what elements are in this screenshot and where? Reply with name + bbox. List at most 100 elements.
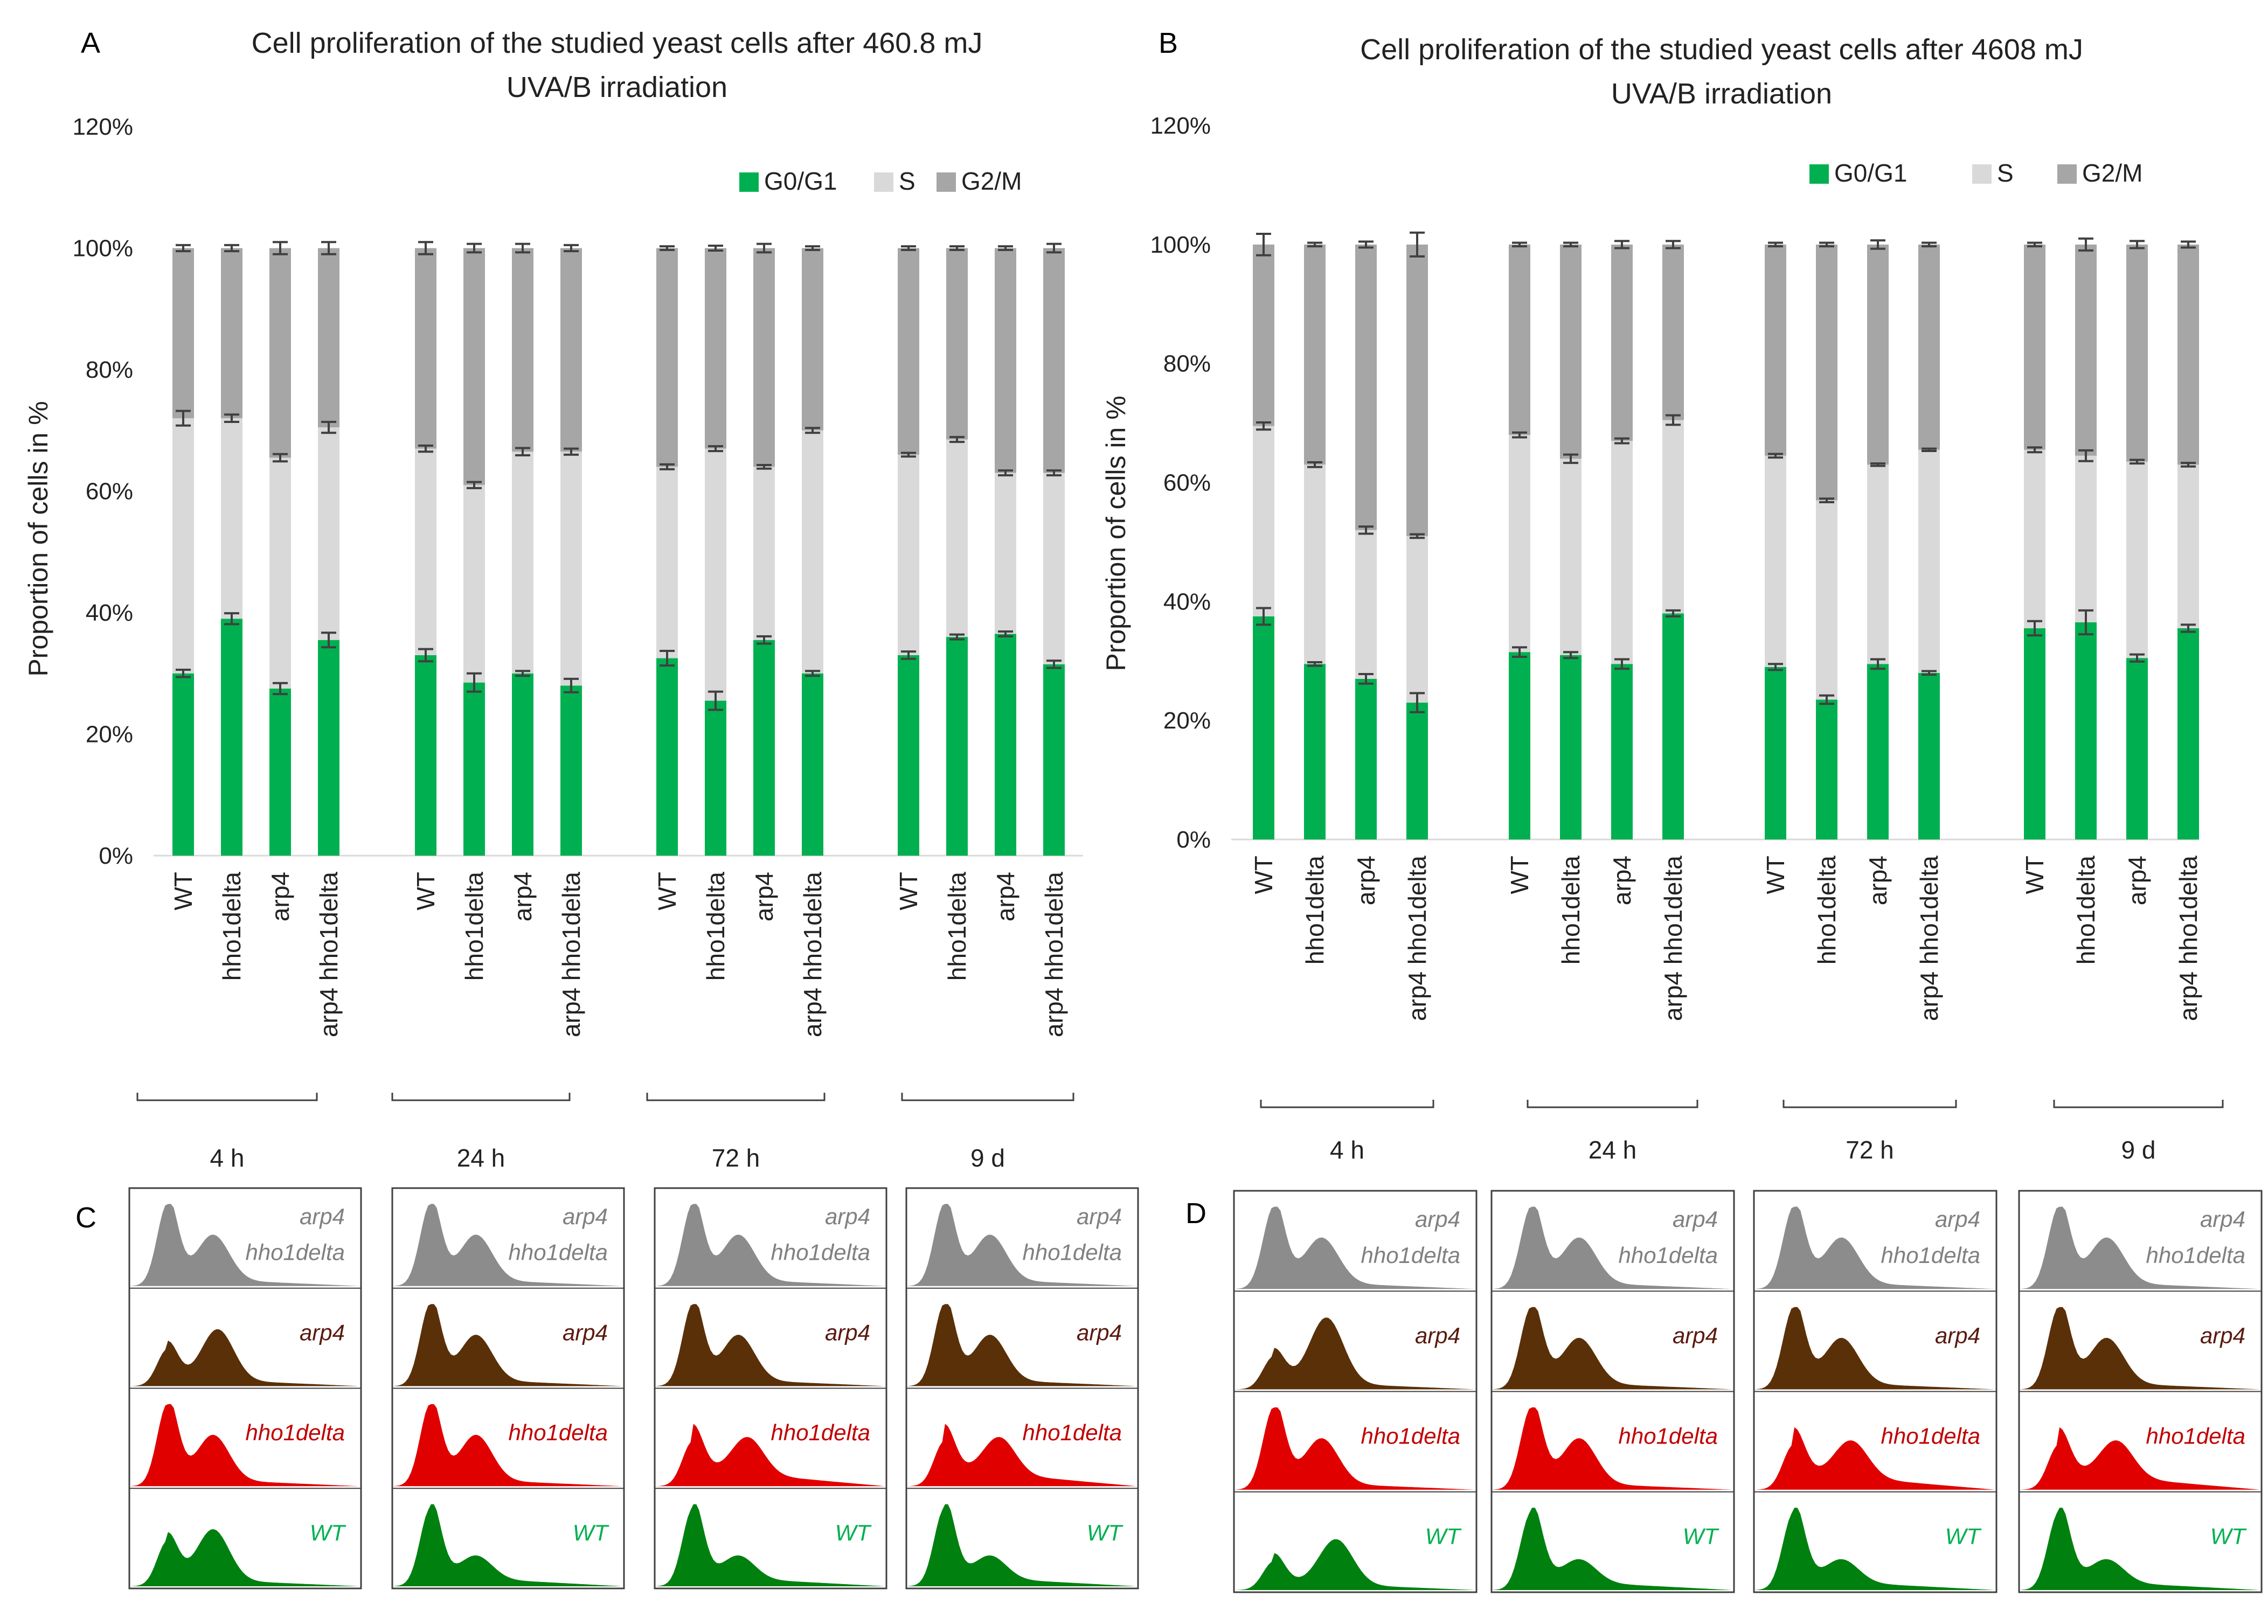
chart-a-time-label: 9 d [970, 1144, 1005, 1172]
chart-b-category-label: WT [1250, 856, 1278, 894]
chart-a-s-bar [656, 467, 678, 658]
histogram-c-trace [908, 1204, 1136, 1286]
chart-a-g2m-bar [463, 248, 485, 485]
histogram-d-strain-label: hho1delta [1881, 1243, 1980, 1268]
histogram-panel-c: arp4 hho1delta arp4 hho1delta WT arp4 hho1delt… [128, 1187, 1139, 1590]
histogram-d-strain-label: WT [1945, 1524, 1982, 1549]
histogram-c-trace [908, 1504, 1136, 1586]
histogram-c-strain-label: arp4 [825, 1320, 870, 1345]
chart-b-g2m-bar [1816, 244, 1837, 501]
chart-a-time-label: 24 h [457, 1144, 505, 1172]
chart-b-ytick-label: 60% [1163, 470, 1211, 496]
histogram-d-strain-label: arp4 [1415, 1206, 1460, 1232]
chart-a-s-bar [318, 427, 339, 640]
chart-b-ytick-label: 80% [1163, 351, 1211, 377]
histogram-d-strain-label: WT [1683, 1524, 1720, 1549]
legend-a-g0g1-label: G0/G1 [764, 167, 837, 195]
chart-b-legend: G0/G1 S G2/M [1809, 159, 2142, 187]
chart-a-category-label: arp4 hho1delta [1040, 872, 1068, 1037]
chart-a-g0g1-bar [656, 658, 678, 856]
chart-b-g2m-bar [1304, 244, 1326, 465]
chart-b-time-bracket [1527, 1100, 1698, 1108]
chart-a-s-bar [463, 485, 485, 683]
chart-a-time-bracket [136, 1093, 318, 1101]
chart-b-s-bar [1560, 459, 1582, 655]
histogram-c-trace [394, 1304, 622, 1386]
histogram-c-trace [394, 1504, 622, 1586]
chart-a-category-label: WT [169, 872, 197, 911]
chart-b-g2m-bar [1406, 244, 1428, 536]
chart-b-category-label: WT [2021, 856, 2049, 894]
chart-a-s-bar [172, 418, 194, 674]
chart-a-s-bar [560, 452, 582, 686]
chart-b-title-line2: UVA/B irradiation [1611, 78, 1832, 110]
chart-a-s-bar [802, 430, 823, 674]
chart-a-g0g1-bar [269, 688, 291, 856]
chart-b-ytick-label: 100% [1150, 232, 1211, 258]
chart-b-time-label: 24 h [1589, 1136, 1637, 1164]
chart-a-g2m-bar [898, 248, 919, 455]
chart-a-g0g1-bar [1043, 664, 1065, 856]
histogram-d-strain-label: hho1delta [1361, 1423, 1460, 1448]
histogram-d-strain-label: hho1delta [2146, 1423, 2245, 1448]
chart-a-ytick-label: 80% [86, 357, 133, 383]
histogram-panel-d: arp4 hho1delta arp4 hho1delta WT arp4 hho1delt… [1233, 1190, 2263, 1593]
chart-b-ylabel: Proportion of cells in % [1101, 395, 1131, 671]
histogram-d-trace [1236, 1317, 1475, 1390]
chart-a-g0g1-bar [705, 700, 726, 856]
chart-a-g0g1-bar [560, 685, 582, 856]
chart-a-time-bracket [391, 1093, 571, 1101]
histogram-c-trace [131, 1529, 359, 1586]
histogram-c-strain-label: arp4 [563, 1320, 608, 1345]
chart-a-g2m-bar [753, 248, 775, 467]
chart-a-g2m-bar [560, 248, 582, 452]
chart-a-g2m-bar [512, 248, 533, 452]
histogram-d-strain-label: hho1delta [2146, 1243, 2245, 1268]
chart-a-s-bar [898, 454, 919, 655]
histogram-d-strain-label: arp4 [2200, 1323, 2245, 1348]
chart-a-s-bar [995, 473, 1016, 634]
chart-b-ytick-label: 120% [1150, 113, 1211, 139]
histogram-c-trace [131, 1204, 359, 1286]
histogram-c-strain-label: hho1delta [771, 1420, 870, 1445]
chart-b-g0g1-bar [1253, 616, 1274, 839]
chart-b-category-label: hho1delta [2072, 856, 2100, 964]
histogram-d-trace [1493, 1206, 1732, 1289]
chart-b-category-label: arp4 hho1delta [2174, 856, 2202, 1021]
chart-b-category-label: arp4 hho1delta [1403, 856, 1431, 1021]
chart-a-g2m-bar [221, 248, 242, 419]
chart-b-s-bar [1304, 464, 1326, 664]
chart-b-s-bar [1765, 455, 1786, 667]
chart-b-g2m-bar [1867, 244, 1889, 465]
chart-a-s-bar [1043, 473, 1065, 664]
histogram-c-strain-label: hho1delta [245, 1420, 345, 1445]
chart-b-g2m-bar [2177, 244, 2199, 465]
histogram-c-strain-label: arp4 [1077, 1320, 1122, 1345]
chart-a-g0g1-bar [802, 673, 823, 856]
histogram-c-strain-label: hho1delta [245, 1240, 345, 1265]
histogram-d-strain-label: hho1delta [1618, 1423, 1718, 1448]
chart-b-s-bar [1611, 441, 1633, 664]
chart-b-time-bracket [2053, 1100, 2224, 1108]
chart-b-g2m-bar [1253, 244, 1274, 426]
chart-b-time-label: 4 h [1330, 1136, 1364, 1164]
histogram-c-trace [656, 1504, 885, 1586]
legend-a-s-label: S [899, 167, 915, 195]
legend-a-g2m-swatch [937, 172, 956, 192]
histogram-c-strain-label: hho1delta [1022, 1240, 1122, 1265]
chart-a-ytick-label: 100% [72, 235, 133, 262]
histogram-c-strain-label: hho1delta [771, 1240, 870, 1265]
chart-a-g0g1-bar [995, 634, 1016, 856]
chart-b-g0g1-bar [1867, 664, 1889, 839]
chart-b-g0g1-bar [2177, 628, 2199, 839]
chart-b-g0g1-bar [1611, 664, 1633, 839]
chart-b-category-label: arp4 hho1delta [1915, 856, 1943, 1021]
histogram-d-trace [1756, 1206, 1995, 1289]
chart-b-s-bar [2177, 464, 2199, 629]
chart-b-s-bar [1816, 500, 1837, 700]
chart-b-g2m-bar [1355, 244, 1377, 530]
chart-b-category-label: arp4 [1864, 856, 1892, 905]
histogram-d-trace [1756, 1307, 1995, 1390]
chart-b-time-bracket [1260, 1100, 1434, 1108]
histogram-c-strain-label: hho1delta [1022, 1420, 1122, 1445]
